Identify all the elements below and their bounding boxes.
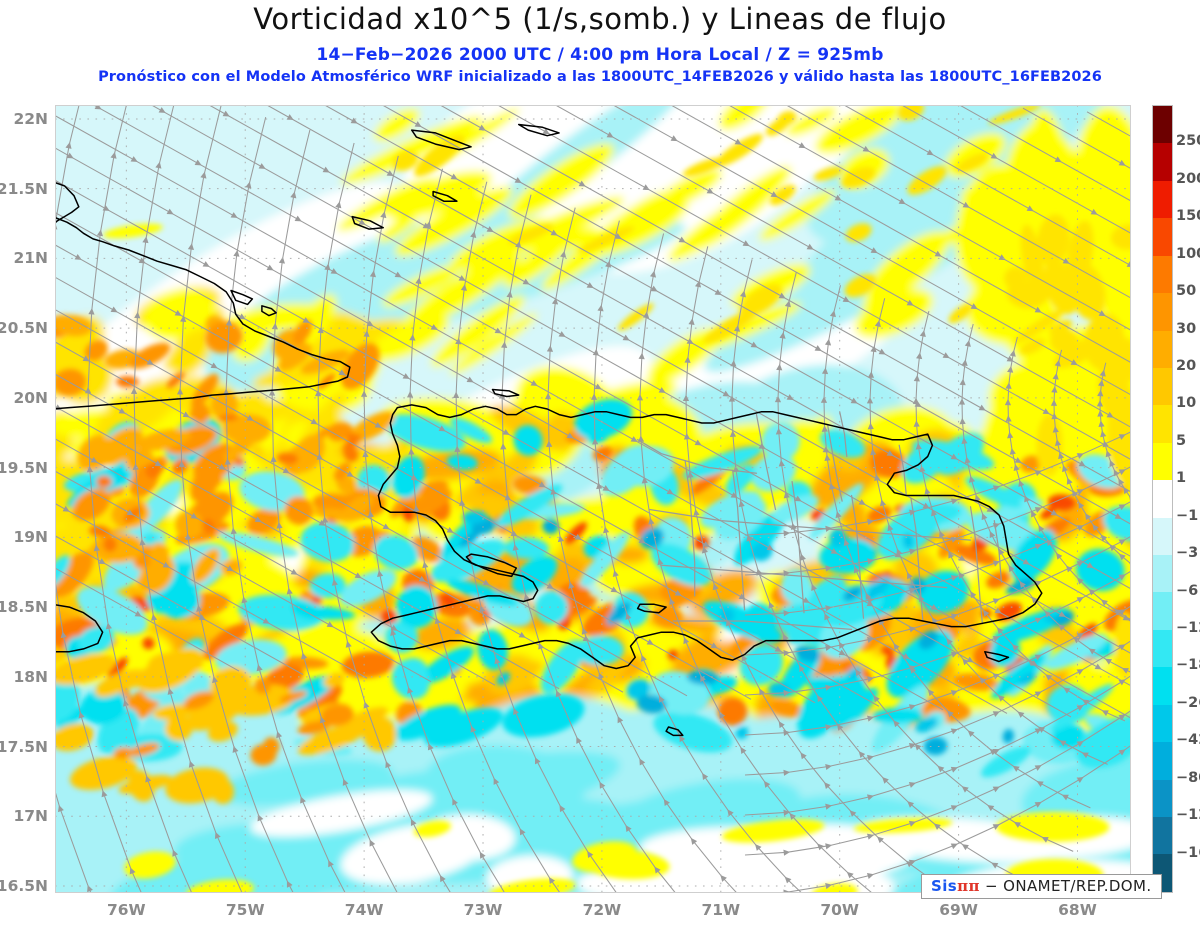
colorbar-tick-3: 100 [1176, 245, 1200, 262]
y-tick-21.5N: 21.5N [0, 179, 48, 198]
colorbar-band-17 [1153, 742, 1172, 780]
credit-separator: − [979, 877, 1004, 895]
sistt-logo-sis: Sis [931, 877, 958, 895]
colorbar-tick-6: 20 [1176, 358, 1197, 374]
colorbar-band-19 [1153, 817, 1172, 855]
y-tick-17.5N: 17.5N [0, 737, 48, 756]
colorbar-tick-1: 200 [1176, 170, 1200, 187]
colorbar-tick-7: 10 [1176, 395, 1197, 412]
x-tick-73W: 73W [463, 901, 503, 919]
colorbar-tick-15: −26 [1176, 694, 1200, 711]
colorbar-tick-2: 150 [1176, 208, 1200, 225]
y-tick-18N: 18N [13, 667, 48, 686]
colorbar-band-7 [1153, 367, 1172, 406]
y-tick-22N: 22N [13, 109, 48, 128]
colorbar-band-0 [1153, 106, 1172, 144]
colorbar-tick-17: −80 [1176, 769, 1200, 786]
x-tick-72W: 72W [582, 901, 622, 919]
colorbar-band-18 [1153, 779, 1172, 818]
y-tick-20N: 20N [13, 388, 48, 407]
attribution-badge: Sisππ − ONAMET/REP.DOM. [921, 874, 1162, 899]
colorbar-band-11 [1153, 517, 1172, 556]
colorbar-tick-18: −120 [1176, 807, 1200, 824]
colorbar-tick-19: −160 [1176, 844, 1200, 861]
colorbar-band-2 [1153, 180, 1172, 219]
colorbar-tick-5: 30 [1176, 320, 1197, 337]
colorbar-tick-12: −6 [1176, 582, 1199, 599]
vorticity-map-svg [55, 105, 1131, 893]
y-tick-18.5N: 18.5N [0, 598, 48, 617]
colorbar-band-13 [1153, 592, 1172, 630]
colorbar-tick-16: −42 [1176, 732, 1200, 749]
colorbar-band-15 [1153, 667, 1172, 705]
colorbar-band-9 [1153, 442, 1172, 481]
page-title: Vorticidad x10^5 (1/s,somb.) y Lineas de… [253, 2, 947, 36]
colorbar-band-10 [1153, 480, 1172, 518]
colorbar-band-1 [1153, 143, 1172, 181]
y-tick-21N: 21N [13, 249, 48, 268]
colorbar-band-14 [1153, 629, 1172, 668]
colorbar-band-12 [1153, 555, 1172, 593]
sistt-logo-tt: ππ [957, 877, 980, 895]
colorbar-tick-4: 50 [1176, 283, 1197, 300]
y-tick-16.5N: 16.5N [0, 877, 48, 896]
colorbar-tick-13: −12 [1176, 620, 1200, 636]
x-tick-70W: 70W [820, 901, 860, 919]
y-tick-20.5N: 20.5N [0, 319, 48, 338]
x-tick-74W: 74W [344, 901, 384, 919]
colorbar-tick-8: 5 [1176, 432, 1187, 449]
x-tick-68W: 68W [1058, 901, 1097, 919]
colorbar-tick-10: −1 [1176, 507, 1199, 524]
x-tick-71W: 71W [701, 901, 741, 919]
colorbar-band-8 [1153, 405, 1172, 443]
colorbar-band-4 [1153, 255, 1172, 294]
colorbar-tick-0: 250 [1176, 133, 1200, 150]
colorbar-tick-14: −18 [1176, 657, 1200, 674]
y-tick-19N: 19N [13, 528, 48, 547]
y-tick-17N: 17N [13, 807, 48, 826]
x-tick-75W: 75W [225, 901, 265, 919]
x-tick-69W: 69W [939, 901, 978, 919]
colorbar-band-6 [1153, 330, 1172, 368]
map-plot-area[interactable] [55, 105, 1131, 893]
x-tick-76W: 76W [106, 901, 146, 919]
colorbar-band-3 [1153, 218, 1172, 256]
colorbar-band-5 [1153, 293, 1172, 331]
subtitle-valid-time: 14−Feb−2026 2000 UTC / 4:00 pm Hora Loca… [316, 45, 884, 65]
subtitle-model-info: Pronóstico con el Modelo Atmosférico WRF… [98, 69, 1102, 85]
colorbar[interactable] [1152, 105, 1173, 893]
colorbar-tick-11: −3 [1176, 545, 1199, 562]
colorbar-tick-9: 1 [1176, 470, 1187, 487]
y-tick-19.5N: 19.5N [0, 458, 48, 477]
colorbar-band-16 [1153, 704, 1172, 743]
credit-organization: ONAMET/REP.DOM. [1003, 877, 1152, 895]
